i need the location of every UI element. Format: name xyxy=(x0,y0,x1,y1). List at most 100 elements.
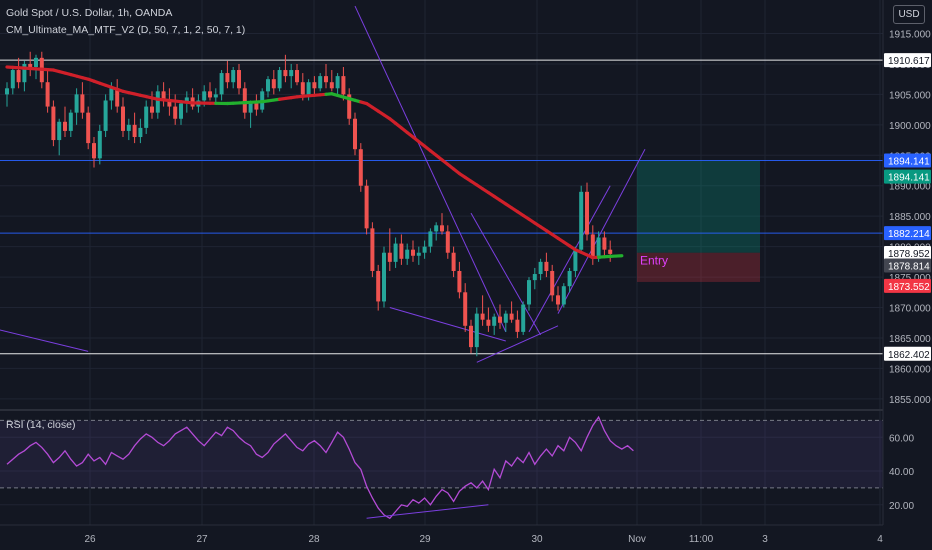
candle-body-99 xyxy=(579,191,584,250)
price-tick-5: 1890.000 xyxy=(889,182,931,193)
time-tick-8: 4 xyxy=(877,534,883,545)
candle-body-64 xyxy=(376,270,381,302)
candle-body-10 xyxy=(63,121,67,131)
price-label-bg-4 xyxy=(884,169,931,184)
candle-body-29 xyxy=(173,106,178,119)
time-axis-bg xyxy=(0,525,932,550)
rsi-tick-0: 60.00 xyxy=(889,433,914,444)
candle-body-73 xyxy=(428,231,433,247)
candle-body-31 xyxy=(184,97,189,104)
price-tick-3: 1900.000 xyxy=(889,121,931,132)
candle-body-5 xyxy=(34,57,38,67)
candle-body-11 xyxy=(68,112,73,131)
trendlines[interactable] xyxy=(0,5,646,363)
candle-body-17 xyxy=(103,100,108,131)
candle-body-40 xyxy=(237,70,241,89)
candle-body-23 xyxy=(138,127,143,138)
candle-body-69 xyxy=(405,249,410,259)
candle-body-102 xyxy=(596,237,601,259)
candle-body-0 xyxy=(5,88,9,95)
trendline-4 xyxy=(528,185,611,333)
price-tick-2: 1905.000 xyxy=(889,90,931,101)
candle-body-92 xyxy=(538,261,543,275)
candle-body-8 xyxy=(51,106,56,141)
candle-body-86 xyxy=(503,313,508,323)
candle-body-3 xyxy=(22,63,27,83)
candle-body-88 xyxy=(515,319,520,332)
candle-body-98 xyxy=(573,249,578,271)
candle-body-25 xyxy=(150,106,154,113)
candle-body-16 xyxy=(97,130,102,159)
candle-body-56 xyxy=(329,82,334,89)
candle-body-9 xyxy=(57,121,62,141)
candle-body-35 xyxy=(208,91,212,98)
time-tick-0: 26 xyxy=(84,534,96,545)
price-label-bg-6 xyxy=(884,258,931,273)
candle-body-100 xyxy=(585,191,589,235)
price-axis-bg xyxy=(883,0,932,550)
candle-body-22 xyxy=(132,124,137,138)
currency-button[interactable]: USD xyxy=(893,5,925,24)
candle-body-59 xyxy=(347,94,352,119)
price-label-bg-0 xyxy=(884,53,931,68)
price-tick-6: 1885.000 xyxy=(889,212,931,223)
candle-body-49 xyxy=(289,70,294,77)
candle-body-76 xyxy=(445,231,450,253)
candle-body-34 xyxy=(202,91,207,101)
rsi-tick-1: 40.00 xyxy=(889,467,914,478)
trendline-6 xyxy=(0,329,89,352)
indicator-legend[interactable]: CM_Ultimate_MA_MTF_V2 (D, 50, 7, 1, 2, 5… xyxy=(6,24,246,36)
price-label-4: 1894.141 xyxy=(888,173,930,184)
candle-body-81 xyxy=(474,313,479,348)
rsi-tick-2: 20.00 xyxy=(889,501,914,512)
candle-body-85 xyxy=(498,316,502,323)
candle-body-90 xyxy=(527,280,531,305)
candle-body-50 xyxy=(295,70,299,83)
candle-body-83 xyxy=(486,319,491,326)
candle-body-27 xyxy=(161,91,166,101)
grid xyxy=(0,0,883,525)
candle-body-74 xyxy=(434,225,439,232)
candle-body-68 xyxy=(399,243,404,259)
candle-body-80 xyxy=(469,325,473,348)
candle-body-97 xyxy=(567,270,572,287)
price-tick-11: 1860.000 xyxy=(889,364,931,375)
candle-body-51 xyxy=(300,82,305,95)
candle-body-24 xyxy=(144,106,149,128)
candle-body-78 xyxy=(457,270,462,293)
candle-body-1 xyxy=(10,70,15,89)
time-tick-1: 27 xyxy=(196,534,208,545)
candle-body-67 xyxy=(393,243,398,262)
candle-body-57 xyxy=(335,76,340,89)
time-tick-7: 3 xyxy=(762,534,768,545)
candle-body-15 xyxy=(92,143,96,159)
price-label-bg-7 xyxy=(884,278,931,293)
candle-body-70 xyxy=(411,249,415,256)
candle-body-63 xyxy=(370,228,375,271)
time-tick-2: 28 xyxy=(308,534,320,545)
candle-body-75 xyxy=(440,225,444,232)
candles xyxy=(5,51,613,357)
price-label-2: 1882.214 xyxy=(888,229,930,240)
candle-body-104 xyxy=(608,249,613,254)
price-labels: 1910.617 1894.141 1882.214 1862.402 1894.141… xyxy=(884,53,931,361)
time-tick-6: 11:00 xyxy=(689,534,714,545)
candle-body-60 xyxy=(353,118,357,150)
candle-body-55 xyxy=(324,76,328,83)
price-label-bg-3 xyxy=(884,346,931,361)
rsi-line xyxy=(6,415,634,520)
price-label-1: 1894.141 xyxy=(888,157,930,168)
candle-body-28 xyxy=(167,100,172,107)
trendline-1 xyxy=(389,307,506,342)
position-tool[interactable]: Entry xyxy=(637,160,760,282)
rsi-band-fill xyxy=(0,420,883,488)
candle-body-53 xyxy=(312,82,317,89)
candle-body-41 xyxy=(242,88,247,113)
trendline-2 xyxy=(470,212,542,336)
position-entry-label: Entry xyxy=(640,254,668,268)
time-tick-4: 30 xyxy=(531,534,543,545)
candle-body-4 xyxy=(28,63,33,67)
rsi-label: RSI (14, close) xyxy=(6,419,75,431)
candle-body-66 xyxy=(387,252,392,262)
